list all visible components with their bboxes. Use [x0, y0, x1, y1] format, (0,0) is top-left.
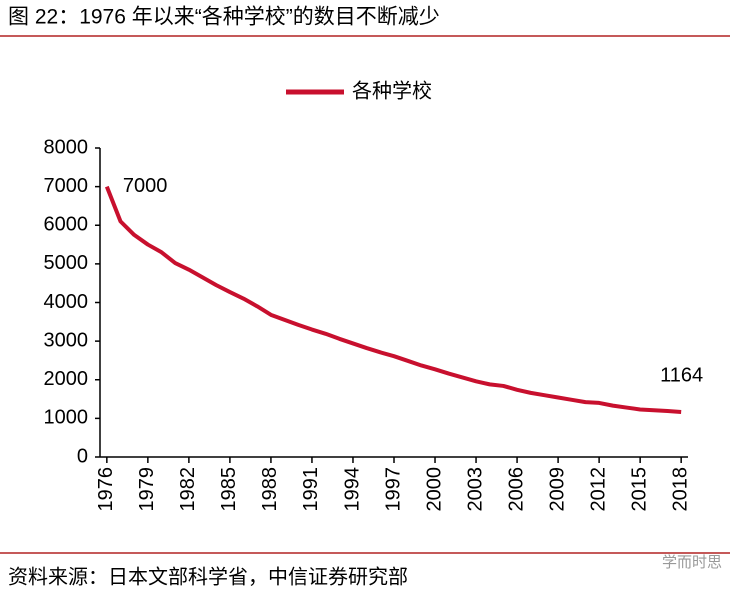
- data-label: 1164: [660, 364, 703, 386]
- x-tick-label: 1979: [136, 467, 158, 512]
- legend-label: 各种学校: [352, 79, 432, 102]
- x-tick-label: 2009: [546, 467, 568, 512]
- x-tick-label: 1976: [95, 467, 117, 512]
- x-tick-label: 2015: [628, 467, 650, 512]
- x-tick-label: 2003: [464, 467, 486, 512]
- data-label: 7000: [123, 175, 168, 197]
- x-tick-label: 1982: [177, 467, 199, 512]
- x-tick-label: 2012: [587, 467, 609, 512]
- x-tick-label: 2000: [423, 467, 445, 512]
- x-tick-label: 1988: [259, 467, 281, 512]
- y-tick-label: 8000: [44, 136, 89, 158]
- x-tick-label: 1985: [218, 467, 240, 512]
- y-tick-label: 5000: [44, 252, 89, 274]
- y-tick-label: 2000: [44, 368, 89, 390]
- watermark: 学而时思: [662, 554, 722, 571]
- x-tick-label: 1991: [300, 467, 322, 512]
- y-tick-label: 1000: [44, 407, 89, 429]
- y-tick-label: 4000: [44, 291, 89, 313]
- x-tick-label: 1997: [382, 467, 404, 512]
- y-tick-label: 3000: [44, 329, 89, 351]
- source: 资料来源：日本文部科学省，中信证券研究部: [8, 565, 408, 588]
- x-tick-label: 2006: [505, 467, 527, 512]
- x-tick-label: 1994: [341, 467, 363, 512]
- chart-title: 图 22：1976 年以来“各种学校”的数目不断减少: [8, 6, 440, 29]
- y-tick-label: 0: [77, 445, 88, 467]
- y-tick-label: 6000: [44, 214, 89, 236]
- series-line: [104, 185, 682, 415]
- y-tick-label: 7000: [44, 175, 89, 197]
- x-tick-label: 2018: [669, 467, 691, 512]
